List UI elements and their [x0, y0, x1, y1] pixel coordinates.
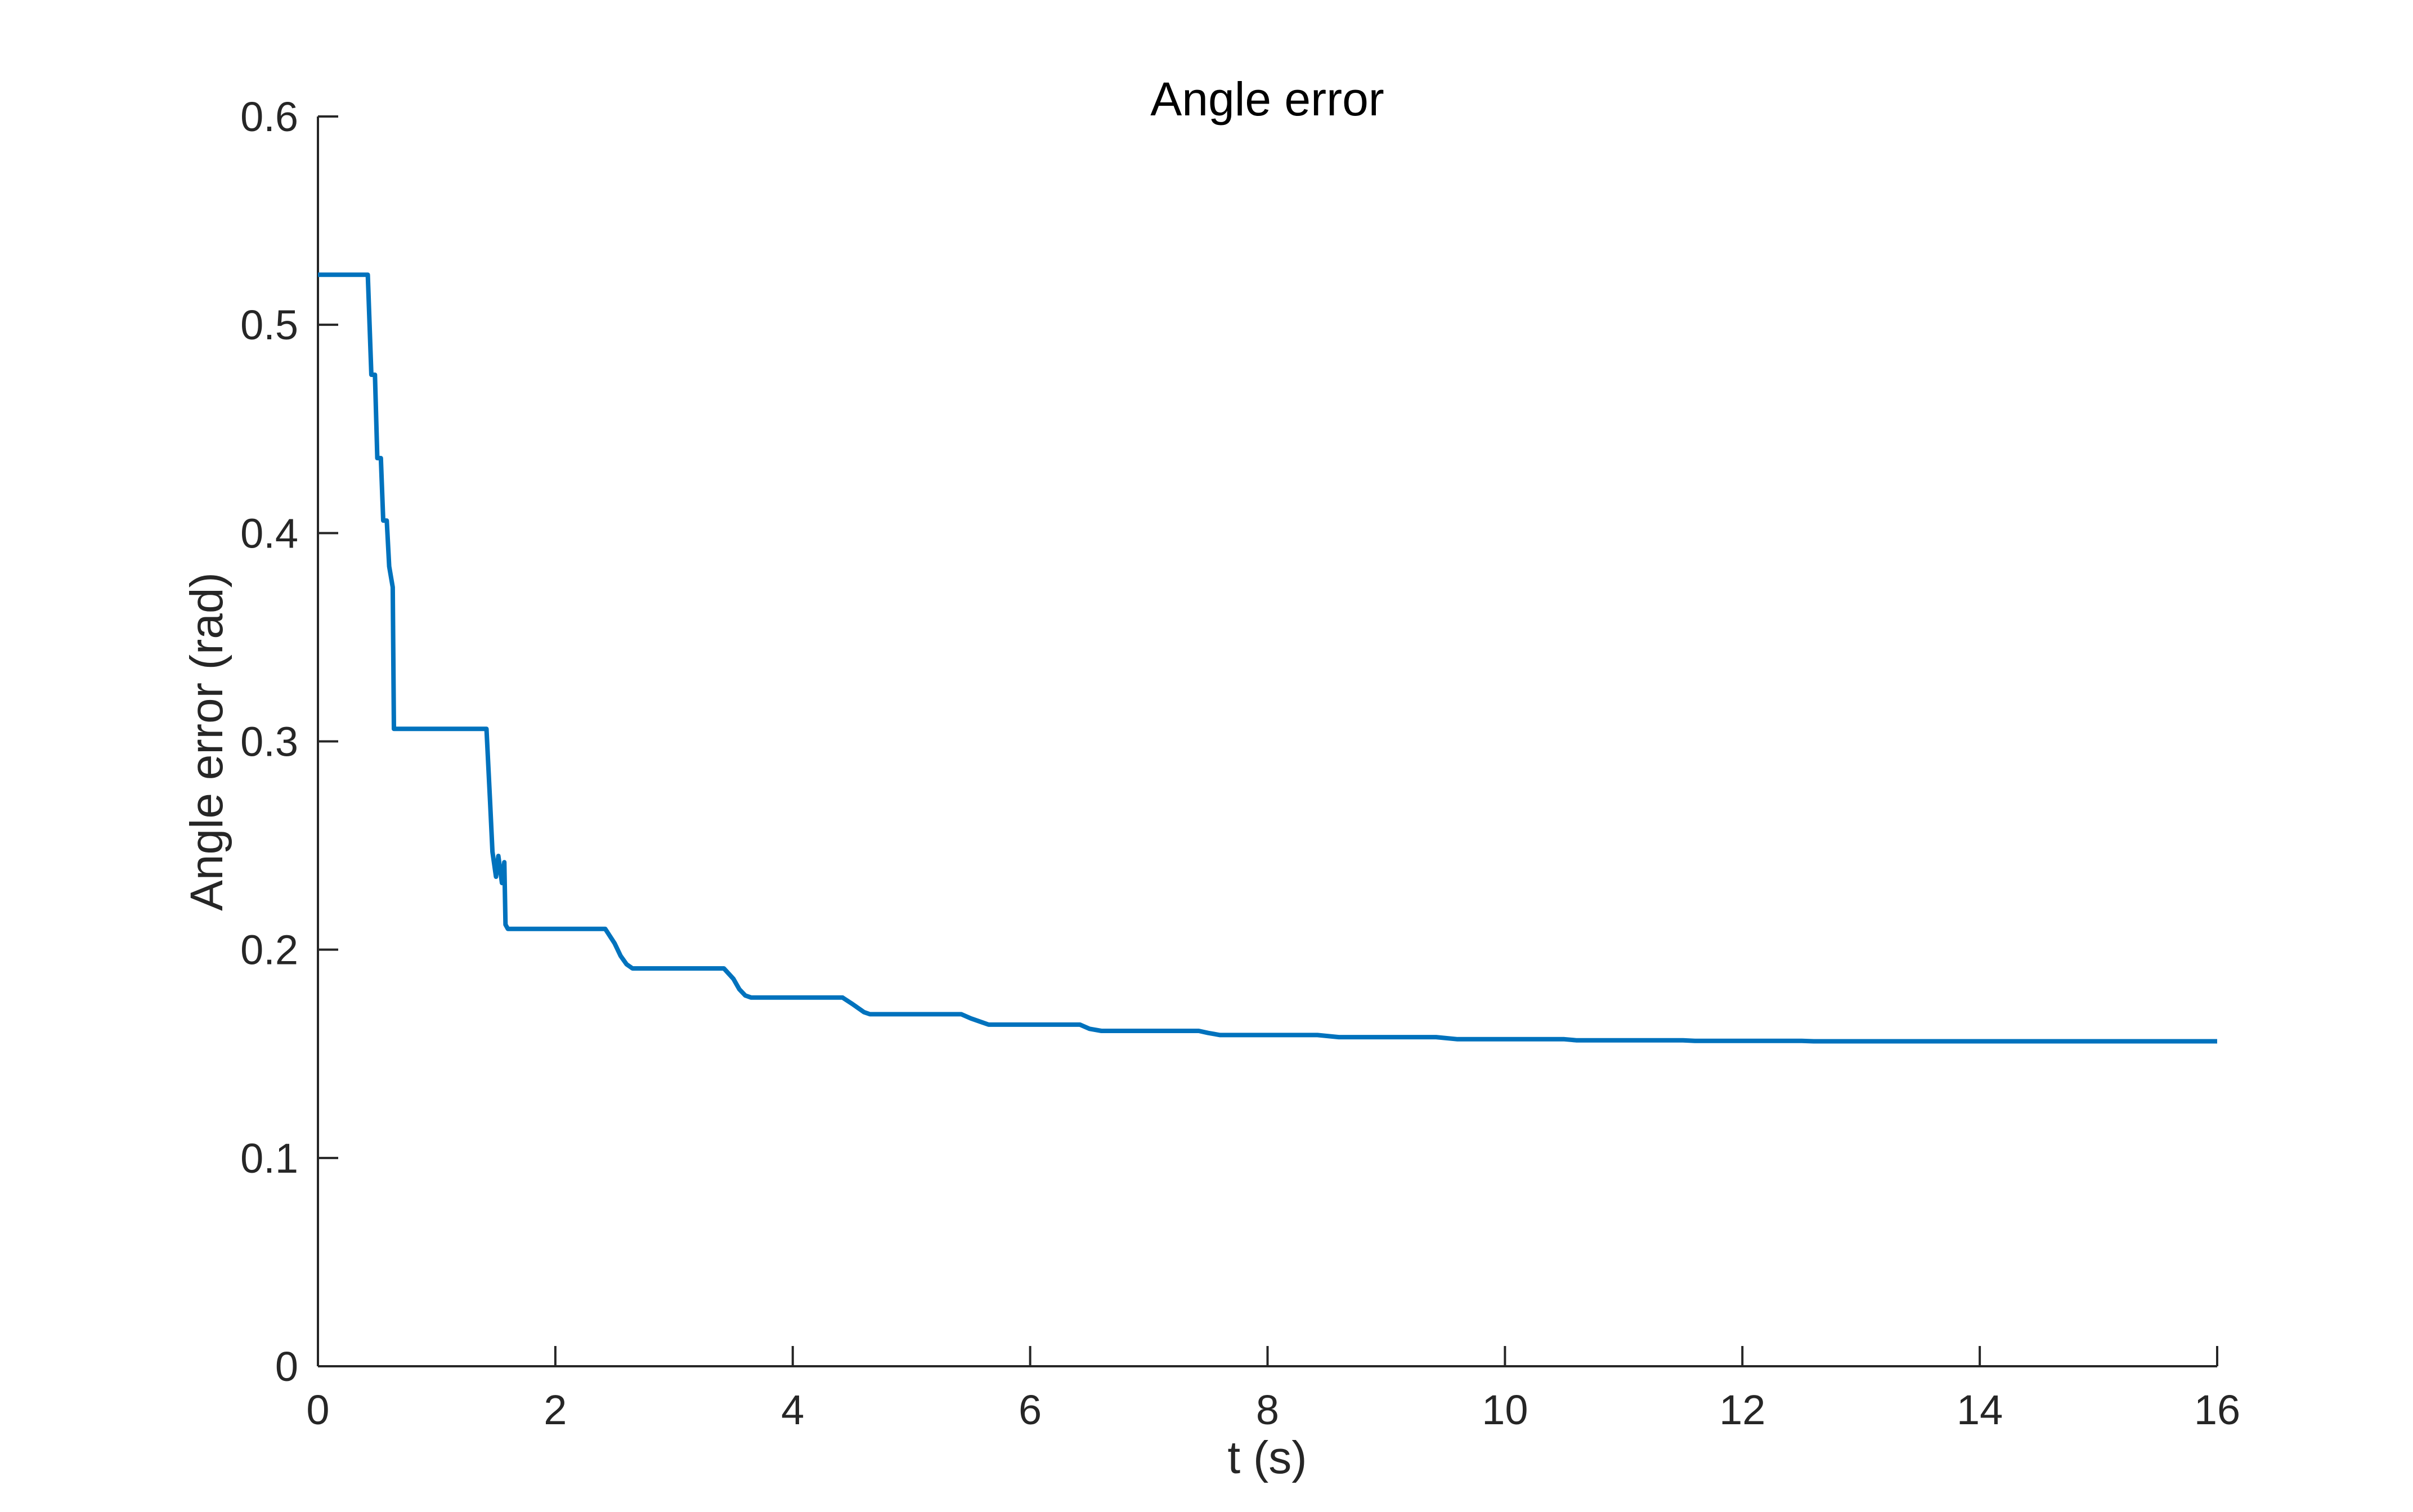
x-tick-label: 14: [1957, 1387, 2003, 1433]
x-tick-label: 4: [781, 1387, 804, 1433]
x-tick-label: 8: [1256, 1387, 1279, 1433]
y-axis-title: Angle error (rad): [181, 572, 232, 911]
y-axis-ticks: 0 0.1 0.2 0.3 0.4 0.5 0.6: [240, 93, 338, 1390]
y-tick-label: 0.2: [240, 927, 298, 973]
x-tick-label: 6: [1019, 1387, 1042, 1433]
x-axis-ticks: 0 2 4 6 8 10 12 14 16: [306, 1346, 2240, 1433]
x-tick-label: 2: [544, 1387, 567, 1433]
y-tick-label: 0.5: [240, 302, 298, 348]
y-tick-label: 0.6: [240, 93, 298, 140]
series-group: [318, 272, 2217, 1044]
x-tick-label: 16: [2194, 1387, 2240, 1433]
y-tick-label: 0.3: [240, 719, 298, 765]
x-tick-label: 12: [1719, 1387, 1765, 1433]
chart-title: Angle error: [1150, 73, 1384, 125]
y-tick-label: 0.1: [240, 1135, 298, 1182]
y-tick-label: 0: [275, 1343, 298, 1390]
plot-axes: 0 2 4 6 8 10 12 14 16 0 0.1 0.2 0.3 0.4 0.5 0.6: [240, 93, 2240, 1433]
x-tick-label: 10: [1482, 1387, 1528, 1433]
y-tick-label: 0.4: [240, 510, 298, 557]
x-tick-label: 0: [306, 1387, 329, 1433]
x-axis-title: t (s): [1227, 1432, 1307, 1483]
series-line-angle-error: [318, 272, 2217, 1044]
